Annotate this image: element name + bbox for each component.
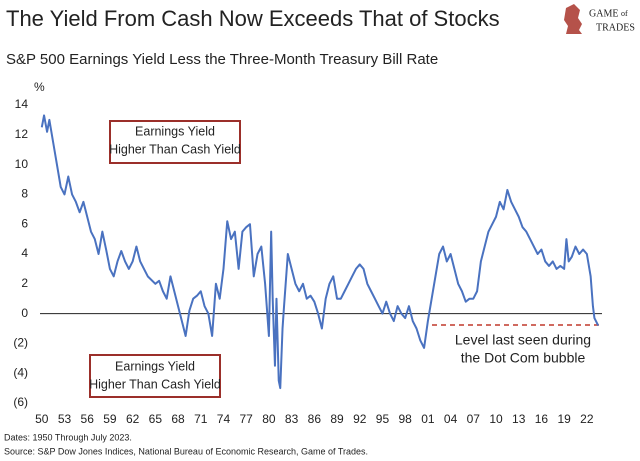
y-tick-label: 12: [15, 127, 29, 141]
x-tick-label: 83: [285, 412, 299, 426]
annotation-box: [109, 120, 241, 164]
y-tick-label: 8: [21, 187, 28, 201]
x-tick-label: 04: [444, 412, 458, 426]
logo-text: of: [621, 9, 628, 18]
annotation: Higher Than Cash Yield: [109, 142, 241, 156]
chart-subtitle: S&P 500 Earnings Yield Less the Three-Mo…: [6, 51, 438, 68]
x-tick-label: 16: [535, 412, 549, 426]
x-tick-label: 80: [262, 412, 276, 426]
x-tick-label: 68: [171, 412, 185, 426]
x-tick-label: 86: [308, 412, 322, 426]
logo-text: GAME: [589, 8, 618, 19]
y-tick-label: 2: [21, 276, 28, 290]
y-tick-label: 14: [15, 97, 29, 111]
y-tick-label: 10: [15, 157, 29, 171]
x-tick-label: 98: [398, 412, 412, 426]
y-tick-label: (2): [13, 336, 28, 350]
x-tick-label: 95: [376, 412, 390, 426]
logo-text: TRADES: [596, 22, 635, 33]
x-tick-label: 01: [421, 412, 435, 426]
x-tick-label: 50: [35, 412, 49, 426]
x-tick-label: 77: [240, 412, 254, 426]
x-tick-label: 62: [126, 412, 140, 426]
x-tick-label: 56: [81, 412, 95, 426]
chart-title: The Yield From Cash Now Exceeds That of …: [6, 6, 500, 31]
data-line: [40, 114, 600, 390]
annotation-box: [89, 354, 221, 398]
y-tick-label: 6: [21, 216, 28, 230]
note: Dates: 1950 Through July 2023.: [4, 432, 132, 442]
x-tick-label: 92: [353, 412, 367, 426]
logo: GAME of TRADES: [564, 4, 635, 34]
x-tick-label: 71: [194, 412, 208, 426]
annotation: Earnings Yield: [115, 359, 195, 373]
annotation: Higher Than Cash Yield: [89, 377, 221, 391]
x-tick-label: 22: [580, 412, 594, 426]
annotation: Level last seen during: [455, 332, 591, 348]
annotation: Earnings Yield: [135, 124, 215, 138]
x-tick-label: 59: [103, 412, 117, 426]
x-tick-label: 74: [217, 412, 231, 426]
x-tick-label: 65: [149, 412, 163, 426]
note: Source: S&P Dow Jones Indices, National …: [4, 446, 368, 456]
y-tick-label: (4): [13, 365, 28, 379]
logo-icon: [564, 4, 582, 34]
y-tick-label: (6): [13, 395, 28, 409]
y-tick-label: 4: [21, 246, 28, 260]
y-unit: %: [34, 80, 45, 94]
x-tick-label: 53: [58, 412, 72, 426]
annotation: the Dot Com bubble: [461, 350, 586, 366]
x-tick-label: 13: [512, 412, 526, 426]
x-tick-label: 10: [489, 412, 503, 426]
x-tick-label: 89: [330, 412, 344, 426]
y-tick-label: 0: [21, 306, 28, 320]
x-tick-label: 19: [557, 412, 571, 426]
x-tick-label: 07: [467, 412, 481, 426]
